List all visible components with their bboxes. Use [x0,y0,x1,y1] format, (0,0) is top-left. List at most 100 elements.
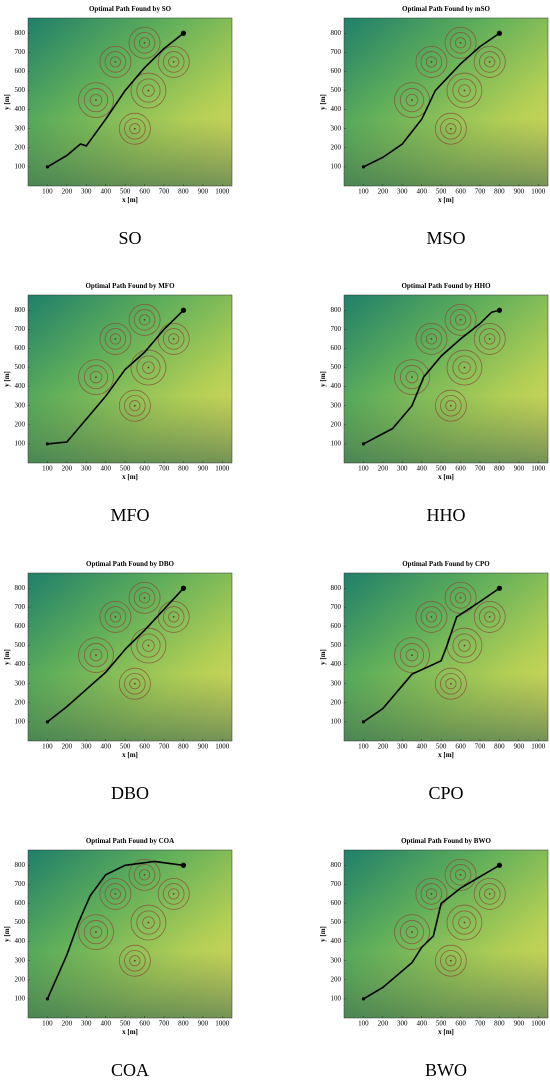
threat-center [488,338,491,340]
x-tick-label: 600 [455,1020,466,1028]
x-tick-label: 600 [139,188,150,196]
threat [444,581,477,614]
threat-ring [444,581,477,614]
threat-ring [128,581,161,614]
threat-ring [83,643,109,668]
x-tick-label: 300 [81,465,92,473]
threat [130,627,167,664]
threat [128,581,161,614]
caption: MFO [110,505,149,525]
x-tick-label: 900 [198,743,209,751]
threat [434,667,467,700]
threat-center [95,99,97,101]
threat-ring [104,51,127,73]
threat-center [449,127,452,130]
threat-ring [129,400,141,412]
x-tick-label: 800 [178,465,189,473]
threat [99,877,132,910]
x-tick-label: 900 [198,1020,209,1028]
threat-ring [394,637,430,673]
x-tick-label: 1000 [215,1020,230,1028]
threat [434,389,467,422]
terrain-shade [344,18,548,186]
threat [444,26,477,59]
threat-ring [415,322,448,355]
threat-ring [440,117,462,140]
threat-center [459,596,462,599]
threat-ring [83,920,109,945]
threat-ring [452,910,477,935]
x-tick-label: 400 [416,1020,427,1028]
threat-ring [445,678,457,690]
chart-panel: Optimal Path Found by MFO 100 200 300 400 500… [3,282,233,525]
y-tick-label: 600 [15,67,26,75]
threat-ring [449,32,472,54]
y-tick-label: 300 [15,124,26,132]
threat [157,45,190,78]
threat-ring [142,639,155,652]
threat-ring [99,45,132,78]
y-tick-label: 600 [331,67,342,75]
threat-ring [452,633,477,658]
threat-center [459,318,462,321]
y-axis-label: y [m] [319,371,327,387]
y-tick-label: 100 [331,163,342,171]
start-point [45,442,50,446]
end-point [180,30,187,36]
x-axis-label: x [m] [122,1028,138,1036]
threat-ring [104,606,127,628]
threat-ring [405,93,419,107]
threat-ring [449,587,472,609]
threat-ring [118,112,151,145]
threat-ring [484,888,496,900]
threat-ring [118,389,151,422]
terrain-shade [28,850,232,1018]
threat-ring [124,949,146,972]
threat-ring [446,349,483,386]
threat [78,82,114,118]
threat-center [133,404,136,407]
caption: BWO [425,1060,467,1080]
threat [78,637,114,673]
threat-center [133,127,136,130]
x-tick-label: 500 [120,743,131,751]
threat-ring [136,355,161,380]
terrain-shade [28,295,232,463]
threat-ring [128,303,161,336]
optimal-path [363,864,500,1000]
threat-center [114,61,117,63]
y-tick-label: 200 [15,143,26,151]
y-axis-label: y [m] [319,94,327,110]
plot-frame [343,17,549,187]
threat-ring [142,916,155,929]
y-tick-label: 500 [15,363,26,371]
threat-ring [420,51,443,73]
optimal-path [363,32,500,168]
threat-center [463,921,466,924]
threat-ring [434,389,467,422]
threat [446,72,483,109]
threat [99,322,132,355]
y-tick-label: 700 [15,880,26,888]
threat-center [463,366,466,369]
threat-ring [458,84,471,97]
terrain-shade [344,573,548,741]
x-tick-label: 500 [436,465,447,473]
threat-center [411,99,413,101]
threat-center [172,61,175,63]
x-tick-label: 600 [455,188,466,196]
x-axis-label: x [m] [122,473,138,481]
y-tick-label: 200 [331,420,342,428]
y-tick-label: 100 [331,718,342,726]
threat-ring [133,587,156,609]
chart-panel: Optimal Path Found by BWO 100 200 300 400 500… [319,837,549,1080]
y-tick-label: 800 [15,861,26,869]
x-tick-label: 200 [378,465,389,473]
x-tick-label: 300 [397,1020,408,1028]
threat-ring [136,78,161,103]
plot-frame [27,294,233,464]
x-tick-label: 1000 [531,188,546,196]
threat-ring [473,45,506,78]
x-tick-label: 800 [178,188,189,196]
